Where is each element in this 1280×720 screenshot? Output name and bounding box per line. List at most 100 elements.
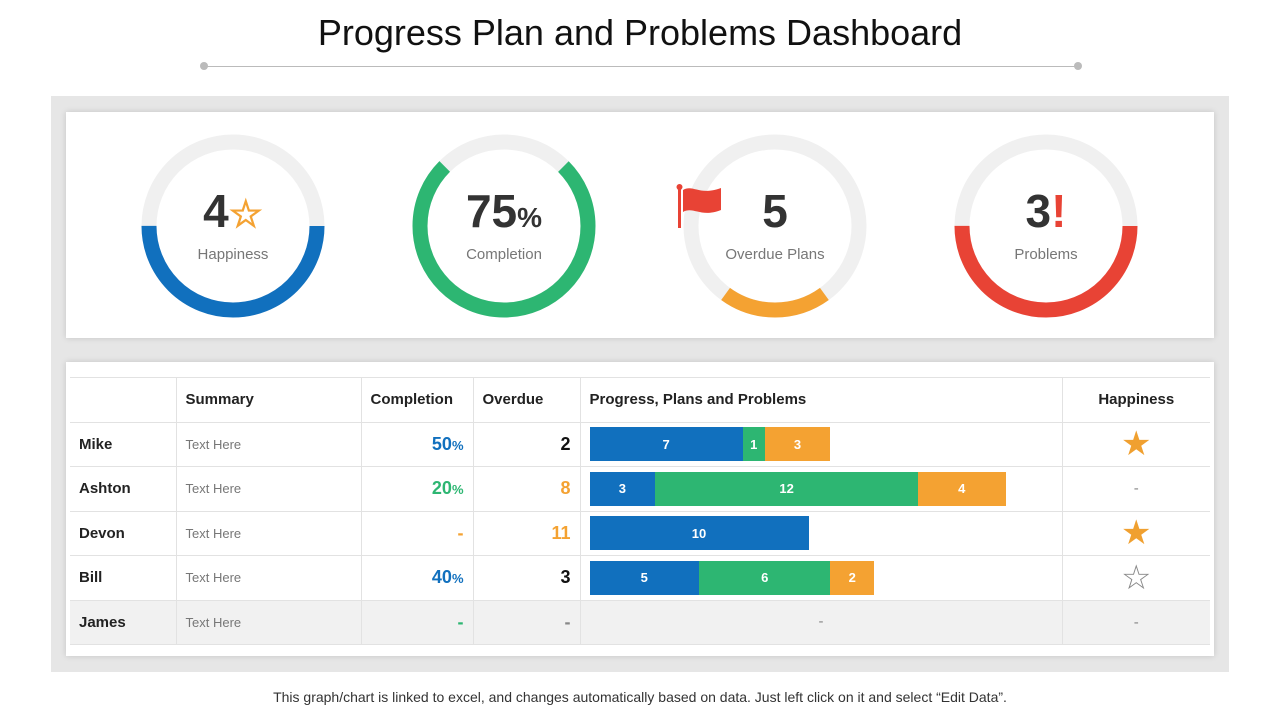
star-outline-icon: ☆ <box>1121 558 1152 597</box>
gauge-ring <box>683 134 867 318</box>
column-header <box>70 377 177 423</box>
progress-bar: 10 <box>589 516 1053 551</box>
gauge-label: Overdue Plans <box>725 246 825 263</box>
divider-dot <box>200 62 208 70</box>
completion-value: - <box>457 522 464 543</box>
row-completion: 40% <box>360 555 474 601</box>
gauge-fill <box>141 134 325 318</box>
gauge-suffix: % <box>517 202 543 233</box>
dash: - <box>1133 480 1139 498</box>
bar-segment-plans[interactable]: 1 <box>742 427 765 462</box>
row-name: James <box>70 599 177 645</box>
column-header: Overdue <box>472 377 581 423</box>
gauge-fill <box>954 134 1138 318</box>
row-name: Devon <box>70 510 177 556</box>
row-happiness: ★ <box>1061 421 1210 467</box>
row-progress: 10 <box>579 510 1063 556</box>
status-table: Summary Completion Overdue Progress, Plans … <box>70 377 1210 645</box>
completion-unit: % <box>451 482 464 498</box>
column-header: Summary <box>175 377 362 423</box>
gauge-label: Happiness <box>197 246 269 263</box>
completion-unit: % <box>451 437 464 453</box>
row-overdue: 11 <box>472 510 581 556</box>
gauge-completion: 75% Completion <box>404 126 604 326</box>
column-header: Completion <box>360 377 474 423</box>
row-name: Bill <box>70 555 177 601</box>
gauge-label: Completion <box>466 246 542 263</box>
gauge-fill <box>412 134 596 318</box>
dash: - <box>1133 613 1139 631</box>
row-completion: 20% <box>360 466 474 512</box>
row-overdue: - <box>472 599 581 645</box>
progress-bar: - <box>818 613 824 631</box>
bar-segment-plans[interactable]: 12 <box>655 471 918 506</box>
footer-note: This graph/chart is linked to excel, and… <box>273 689 1007 705</box>
gauge-happiness: 4☆ Happiness <box>133 126 333 326</box>
row-completion: 50% <box>360 421 474 467</box>
title-divider <box>204 66 1078 67</box>
gauge-overdue-plans: 5 Overdue Plans <box>675 126 875 326</box>
gauge-label: Problems <box>1014 246 1078 263</box>
bar-segment-problems[interactable]: 4 <box>918 471 1006 506</box>
row-happiness: ☆ <box>1061 555 1210 601</box>
row-happiness: ★ <box>1061 510 1210 556</box>
gauge-value: 4☆ <box>133 184 333 238</box>
gauge-fill <box>683 134 867 318</box>
gauge-value: 5 <box>675 184 875 238</box>
column-header: Happiness <box>1061 377 1210 423</box>
gauge-number: 4 <box>203 185 229 237</box>
row-overdue: 3 <box>472 555 581 601</box>
completion-unit: % <box>451 571 464 587</box>
bar-segment-progress[interactable]: 5 <box>589 560 699 595</box>
row-summary: Text Here <box>175 510 362 556</box>
table-row: Ashton Text Here 20% 8 3 12 4 - <box>70 466 1210 512</box>
row-happiness: - <box>1061 599 1210 645</box>
star-filled-icon: ★ <box>1121 425 1152 464</box>
page-title: Progress Plan and Problems Dashboard <box>317 12 963 53</box>
star-filled-icon: ★ <box>1121 514 1152 553</box>
row-completion: - <box>360 599 474 645</box>
completion-value: 50 <box>431 433 452 454</box>
bar-segment-plans[interactable]: 6 <box>699 560 831 595</box>
row-summary: Text Here <box>175 599 362 645</box>
gauge-number: 5 <box>762 185 788 237</box>
column-header: Progress, Plans and Problems <box>579 377 1063 423</box>
progress-bar: 3 12 4 <box>589 471 1053 506</box>
gauge-problems: 3! Problems <box>946 126 1146 326</box>
row-name: Ashton <box>70 466 177 512</box>
row-summary: Text Here <box>175 555 362 601</box>
bar-segment-progress[interactable]: 7 <box>589 427 743 462</box>
row-overdue: 2 <box>472 421 581 467</box>
completion-value: - <box>457 611 464 632</box>
gauge-suffix: ! <box>1051 185 1067 237</box>
row-name: Mike <box>70 421 177 467</box>
row-progress: 3 12 4 <box>579 466 1063 512</box>
star-outline-icon: ☆ <box>228 194 263 236</box>
row-progress: - <box>579 599 1063 645</box>
completion-value: 20 <box>431 478 452 499</box>
bar-segment-progress[interactable]: 10 <box>589 516 809 551</box>
bar-segment-progress[interactable]: 3 <box>589 471 656 506</box>
divider-dot <box>1074 62 1082 70</box>
gauge-number: 3 <box>1025 185 1052 237</box>
completion-value: 40 <box>431 567 452 588</box>
gauge-ring <box>141 134 325 318</box>
table-row: James Text Here - - - - <box>70 599 1210 645</box>
bar-segment-problems[interactable]: 2 <box>830 560 875 595</box>
gauge-number: 75 <box>465 185 518 237</box>
gauge-value: 75% <box>404 184 604 238</box>
gauge-ring <box>412 134 596 318</box>
row-happiness: - <box>1061 466 1210 512</box>
gauge-ring <box>954 134 1138 318</box>
bar-segment-problems[interactable]: 3 <box>764 427 831 462</box>
gauge-value: 3! <box>946 184 1146 238</box>
row-summary: Text Here <box>175 466 362 512</box>
row-completion: - <box>360 510 474 556</box>
row-summary: Text Here <box>175 421 362 467</box>
row-overdue: 8 <box>472 466 581 512</box>
